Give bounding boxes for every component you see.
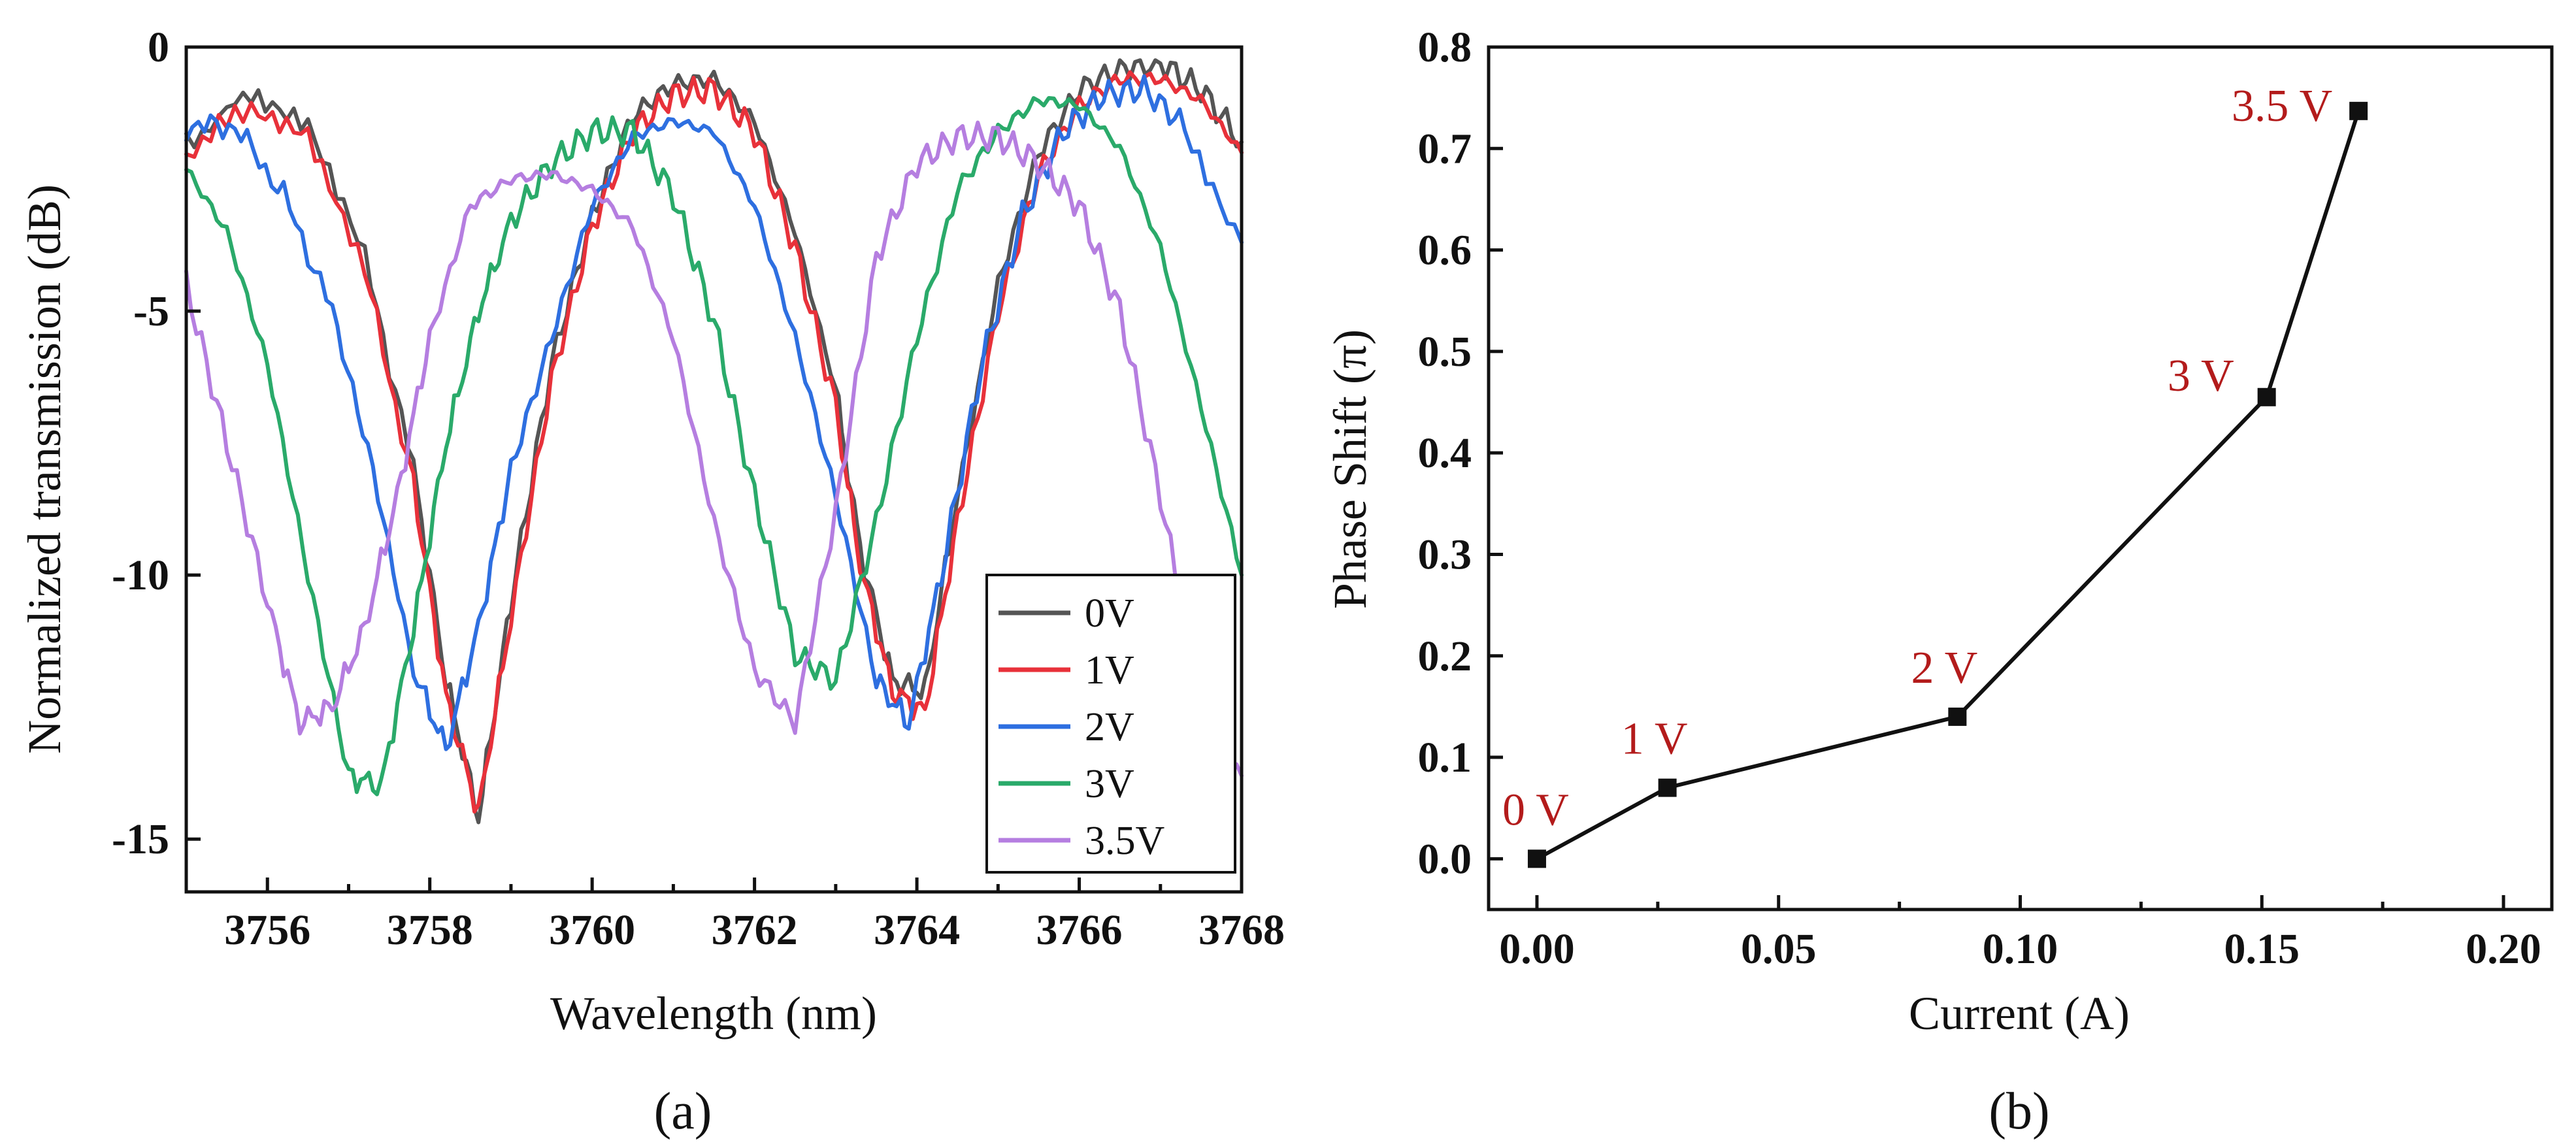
- panel-a-xlabel: Wavelength (nm): [550, 987, 877, 1040]
- panel-b-label: (b): [1989, 1083, 2049, 1140]
- data-point-label: 0 V: [1502, 785, 1569, 835]
- x-tick-label: 0.10: [1983, 925, 2058, 973]
- y-tick-label: 0: [148, 24, 169, 71]
- x-tick-label: 3764: [874, 906, 960, 954]
- legend-label: 0V: [1085, 591, 1134, 636]
- x-tick-label: 0.00: [1499, 925, 1575, 973]
- data-point-marker: [2349, 101, 2368, 120]
- panel-a-frame: [184, 45, 1244, 894]
- y-tick-label: -5: [133, 287, 169, 335]
- y-tick-label: 0.2: [1418, 632, 1472, 680]
- data-point-label: 2 V: [1911, 643, 1977, 693]
- panel-b-ticks: 0.00 0.05 0.10 0.15 0.20 0.0 0.1 0.2 0.3 0.4 0.5 0.…: [1418, 24, 2541, 973]
- y-tick-label: 0.8: [1418, 24, 1472, 71]
- panel-a-ticks: 3756 3758 3760 3762 3764 3766 3768 0 -5 -10 -15: [112, 24, 1285, 954]
- panel-b-xlabel: Current (A): [1909, 987, 2130, 1040]
- x-tick-label: 3762: [712, 906, 798, 954]
- data-point-label: 3.5 V: [2232, 81, 2332, 131]
- y-tick-label: 0.4: [1418, 429, 1472, 477]
- data-point-marker: [1658, 778, 1677, 797]
- panel-a-label: (a): [654, 1083, 712, 1140]
- panel-b-ylabel: Phase Shift (π): [1324, 329, 1376, 609]
- series-line-3V: [184, 96, 1244, 796]
- legend-label: 1V: [1085, 648, 1134, 693]
- panel-b-chart: 0.00 0.05 0.10 0.15 0.20 0.0 0.1 0.2 0.3 0.4 0.5 0.…: [1324, 24, 2554, 1140]
- legend-label: 3.5V: [1085, 819, 1165, 863]
- panel-a-ylabel: Normalized transmission (dB): [18, 184, 71, 754]
- panel-a-chart: 3756 3758 3760 3762 3764 3766 3768 0 -5 -10 -15 Wa…: [18, 24, 1285, 1140]
- data-point-marker: [1527, 849, 1546, 868]
- series-line-1V: [184, 70, 1244, 814]
- x-tick-label: 3768: [1198, 906, 1285, 954]
- y-tick-label: 0.6: [1418, 227, 1472, 274]
- x-tick-label: 3760: [549, 906, 635, 954]
- y-tick-label: 0.1: [1418, 734, 1472, 781]
- data-point-marker: [1948, 707, 1967, 726]
- y-tick-label: -15: [112, 815, 169, 863]
- y-tick-label: 0.0: [1418, 835, 1472, 883]
- y-tick-label: 0.7: [1418, 125, 1472, 172]
- panel-b-series-group: 0 V 1 V 2 V 3 V 3.5 V: [1502, 81, 2368, 868]
- legend-box: [985, 574, 1236, 874]
- legend-label: 3V: [1085, 762, 1134, 806]
- series-line-3-5V: [184, 120, 1244, 778]
- x-tick-label: 3766: [1036, 906, 1123, 954]
- y-tick-label: 0.3: [1418, 531, 1472, 578]
- y-tick-label: -10: [112, 551, 169, 599]
- panel-a-series-group: [184, 58, 1244, 825]
- y-tick-label: 0.5: [1418, 328, 1472, 376]
- x-tick-label: 0.05: [1741, 925, 1817, 973]
- x-tick-label: 0.20: [2466, 925, 2541, 973]
- x-tick-label: 0.15: [2224, 925, 2300, 973]
- x-tick-label: 3756: [224, 906, 310, 954]
- legend-label: 2V: [1085, 705, 1134, 749]
- panel-a-legend: 0V 1V 2V 3V 3.5V: [985, 574, 1236, 874]
- x-tick-label: 3758: [387, 906, 473, 954]
- data-point-marker: [2257, 387, 2276, 406]
- data-point-label: 3 V: [2168, 351, 2234, 401]
- panel-b-frame: [1487, 45, 2554, 911]
- data-point-label: 1 V: [1621, 714, 1688, 764]
